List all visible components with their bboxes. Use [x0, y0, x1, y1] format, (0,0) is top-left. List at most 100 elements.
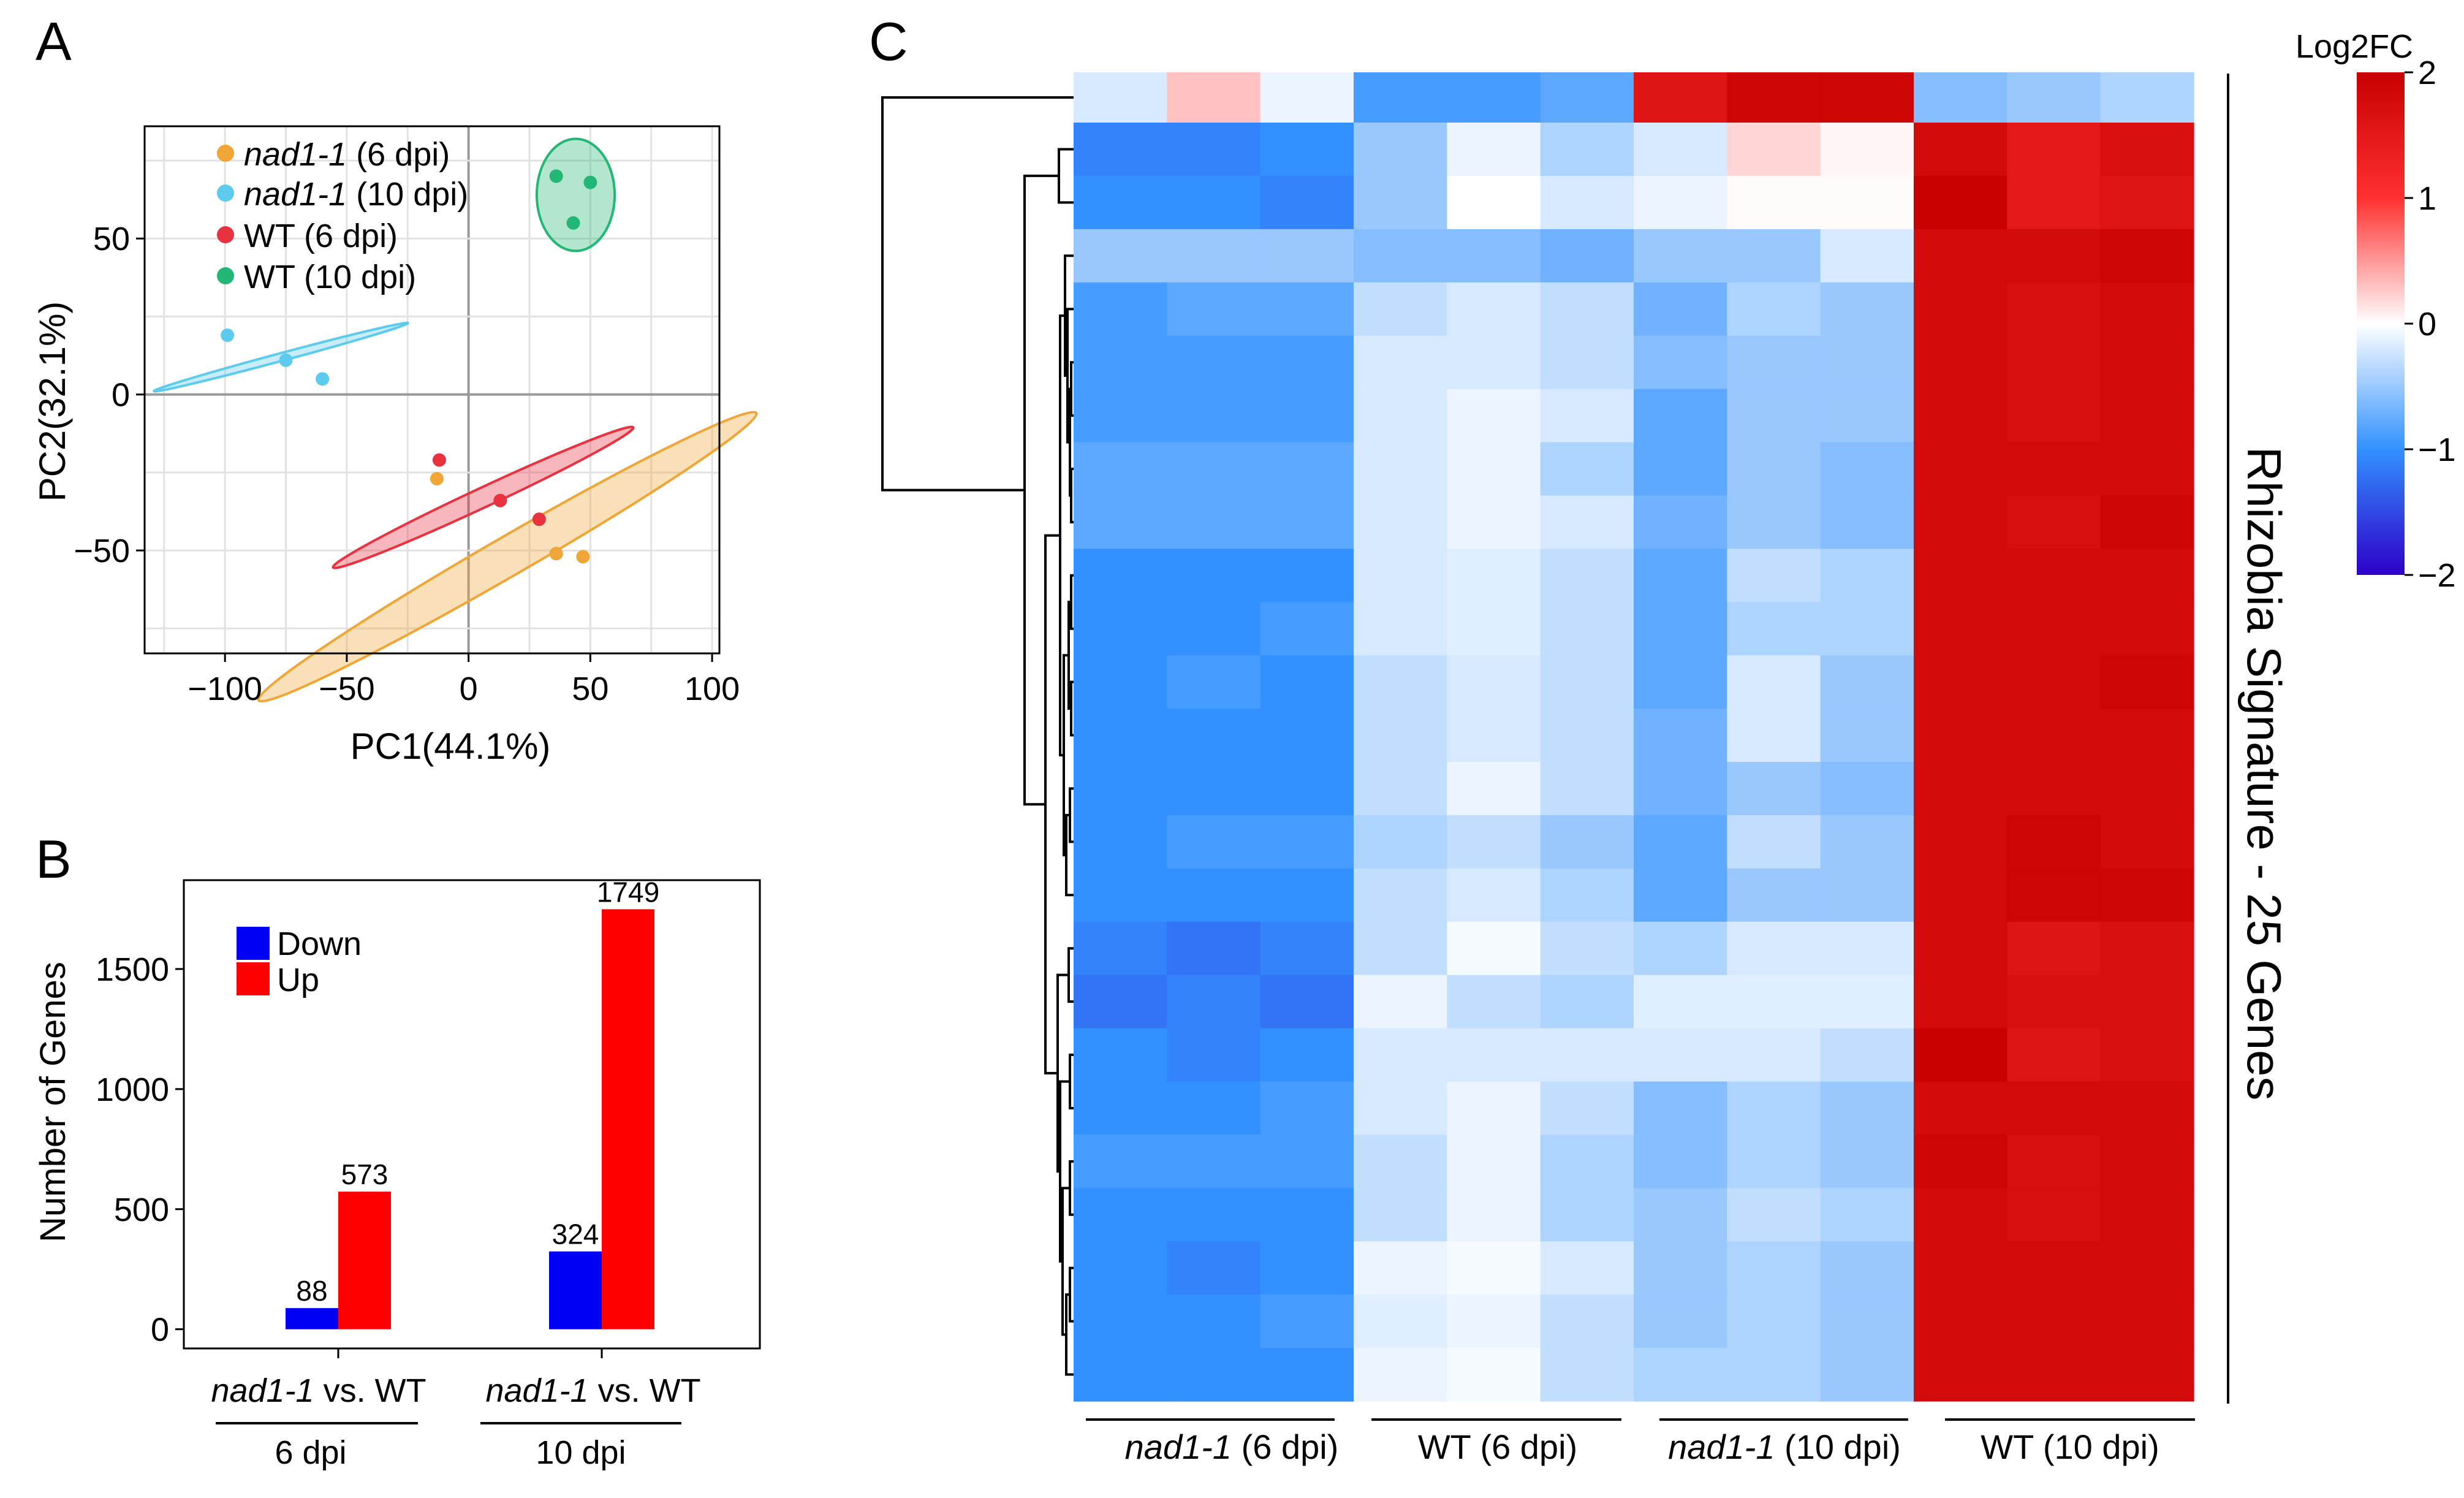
- heatmap-cell: [1354, 1295, 1447, 1348]
- heatmap-cell: [1634, 282, 1727, 336]
- heatmap-cell: [2100, 1295, 2194, 1348]
- heatmap-cell: [2007, 1348, 2101, 1402]
- heatmap-cell: [1820, 1028, 1914, 1082]
- heatmap-cell: [1260, 815, 1354, 869]
- heatmap-cell: [1634, 1241, 1727, 1295]
- heatmap-cell: [1354, 975, 1447, 1029]
- heatmap-cell: [1634, 335, 1727, 390]
- pca-point-0-0: [430, 472, 444, 486]
- heatmap-cell: [1634, 72, 1727, 123]
- heatmap-cell: [1727, 229, 1821, 283]
- col-group-label-2: WT (6 dpi): [1418, 1428, 1577, 1466]
- heatmap-cell: [1727, 762, 1821, 816]
- heatmap-cell: [1727, 335, 1821, 390]
- heatmap-cell: [1634, 762, 1727, 816]
- heatmap-cell: [1914, 1081, 2007, 1136]
- heatmap-cell: [1354, 175, 1447, 230]
- heatmap-cell: [1167, 1135, 1261, 1188]
- heatmap-cell: [1167, 123, 1261, 177]
- heatmap-cell: [2100, 868, 2194, 922]
- heatmap-cell: [2007, 1295, 2101, 1348]
- heatmap-cell: [1167, 1188, 1261, 1242]
- heatmap-cell: [1820, 975, 1914, 1029]
- heatmap-cell: [1727, 602, 1821, 656]
- heatmap-cell: [1074, 815, 1167, 869]
- heatmap-cell: [1914, 602, 2007, 656]
- group-label-10dpi: nad1-1 vs. WT: [485, 1372, 700, 1409]
- heatmap-cell: [1447, 175, 1541, 230]
- heatmap-cell: [2100, 495, 2194, 549]
- pca-ellipse-0: [257, 411, 758, 703]
- pca-point-2-2: [532, 512, 546, 527]
- heatmap-cell: [1914, 495, 2007, 549]
- pca-x-ticks: −100 −50 0 50 100: [188, 653, 740, 707]
- heatmap-cell: [1260, 282, 1354, 336]
- heatmap-cell: [1914, 282, 2007, 336]
- heatmap-cell: [1820, 72, 1914, 123]
- heatmap-cell: [1447, 1295, 1541, 1348]
- heatmap-cell: [1820, 442, 1914, 496]
- heatmap-cell: [1260, 549, 1354, 603]
- heatmap-cell: [1354, 1241, 1447, 1295]
- heatmap-cell: [1074, 868, 1167, 922]
- heatmap-cell: [1727, 815, 1821, 869]
- heatmap-cell: [1074, 229, 1167, 283]
- heatmap-cell: [1914, 1241, 2007, 1295]
- legend-label-wt-10dpi: WT (10 dpi): [244, 259, 416, 295]
- heatmap-cell: [2007, 549, 2101, 603]
- heatmap-cell: [2100, 282, 2194, 336]
- heatmap-cell: [1727, 1295, 1821, 1348]
- heatmap-cell: [1074, 1081, 1167, 1136]
- heatmap-cell: [1634, 1135, 1727, 1188]
- heatmap-cell: [1540, 1241, 1634, 1295]
- pca-point-0-2: [576, 550, 590, 564]
- heatmap-cell: [1914, 1028, 2007, 1082]
- panel-label-c: C: [869, 11, 908, 72]
- heatmap-cell: [1447, 975, 1541, 1029]
- heatmap-cell: [2007, 229, 2101, 283]
- pca-y-tick-label: −50: [74, 533, 130, 569]
- heatmap-cell: [1914, 389, 2007, 443]
- bar-down-0: [286, 1308, 338, 1329]
- heatmap-cell: [2100, 815, 2194, 869]
- pca-point-3-1: [583, 175, 597, 189]
- heatmap-cell: [1167, 921, 1261, 976]
- heatmap-cell: [1167, 72, 1261, 123]
- heatmap-cell: [1540, 495, 1634, 549]
- heatmap-cell: [1634, 1028, 1727, 1082]
- heatmap-cell: [2100, 442, 2194, 496]
- heatmap-cell: [1167, 975, 1261, 1029]
- heatmap-cell: [1260, 389, 1354, 443]
- heatmap-cell: [1354, 442, 1447, 496]
- heatmap-cell: [1074, 762, 1167, 816]
- heatmap-cell: [1447, 762, 1541, 816]
- heatmap-cell: [2100, 762, 2194, 816]
- heatmap-cell: [1820, 1188, 1914, 1242]
- heatmap-cell: [1820, 815, 1914, 869]
- heatmap-cell: [1540, 123, 1634, 177]
- pca-point-0-1: [549, 547, 563, 561]
- heatmap-cell: [1074, 1188, 1167, 1242]
- heatmap-cell: [1820, 655, 1914, 709]
- heatmap-cell: [1820, 602, 1914, 656]
- heatmap-cell: [1820, 1135, 1914, 1188]
- pca-y-axis-label: PC2(32.1%): [32, 302, 73, 502]
- heatmap-cell: [1820, 495, 1914, 549]
- legend-label-wt-6dpi: WT (6 dpi): [244, 218, 398, 254]
- heatmap-cell: [1914, 123, 2007, 177]
- pca-legend: nad1-1 (6 dpi) nad1-1 (10 dpi) WT (6 dpi…: [217, 136, 468, 295]
- heatmap-cell: [1447, 1188, 1541, 1242]
- heatmap-cell: [2007, 655, 2101, 709]
- bar-bars: [286, 909, 654, 1329]
- dendrogram-branch: [881, 96, 1074, 492]
- bar-value-label: 1749: [597, 876, 659, 908]
- heatmap-cell: [1167, 335, 1261, 390]
- heatmap-cell: [1914, 175, 2007, 230]
- heatmap-cell: [1074, 389, 1167, 443]
- heatmap-cell: [1727, 709, 1821, 762]
- heatmap-cell: [1260, 1081, 1354, 1136]
- bar-value-label: 324: [552, 1219, 599, 1250]
- heatmap-cell: [1540, 921, 1634, 976]
- pca-point-1-1: [279, 353, 293, 367]
- heatmap-cell: [1540, 655, 1634, 709]
